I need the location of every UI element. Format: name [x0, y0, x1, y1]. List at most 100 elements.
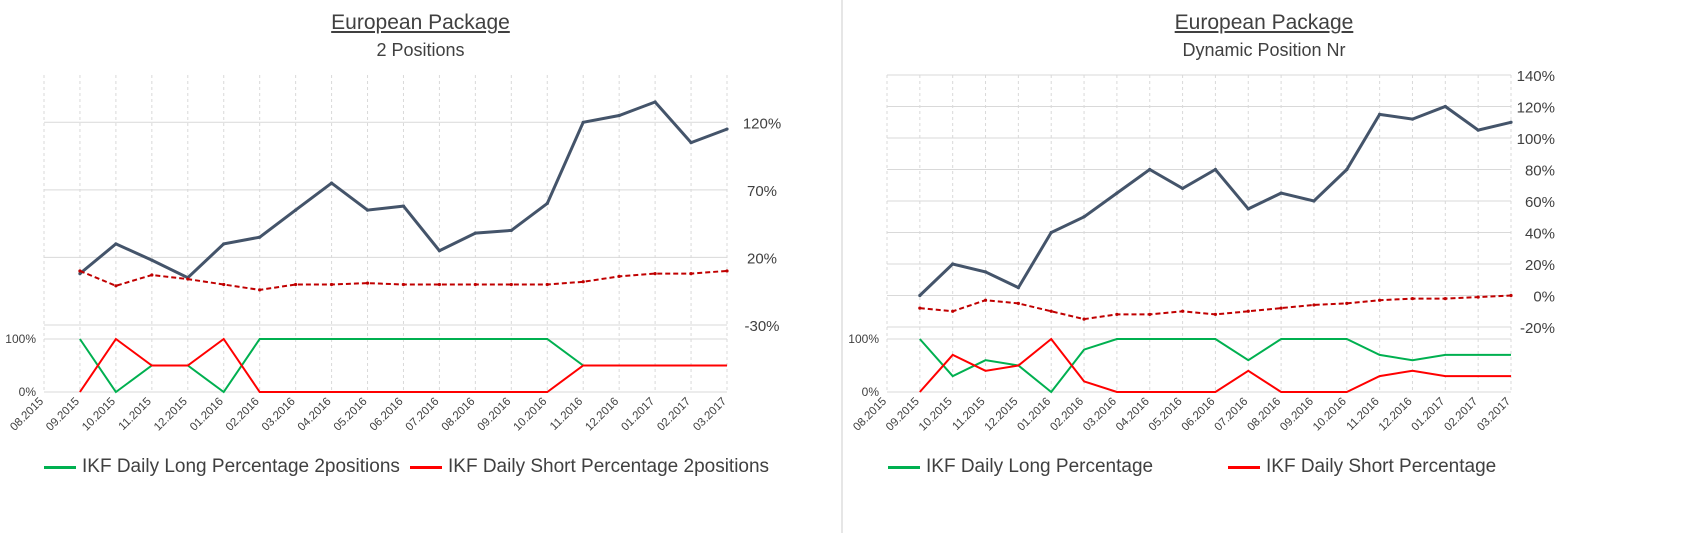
- data-point: [509, 282, 513, 287]
- series-line-benchmark: [919, 294, 1512, 321]
- x-tick-label: 10.2015: [917, 396, 955, 434]
- x-tick-label: 05.2016: [332, 396, 370, 434]
- data-point: [1279, 306, 1283, 310]
- x-tick-label: 08.2015: [8, 396, 46, 434]
- data-point: [258, 235, 262, 239]
- legend-swatch-long: [888, 465, 920, 469]
- legend-swatch-short: [1228, 465, 1260, 469]
- data-point: [1180, 186, 1185, 190]
- legend-label-long: IKF Daily Long Percentage: [926, 456, 1154, 477]
- data-point: [545, 201, 549, 205]
- data-point: [1410, 297, 1415, 301]
- data-point: [1345, 167, 1349, 172]
- x-tick-label: 06.2016: [368, 396, 406, 434]
- data-point: [150, 258, 154, 262]
- data-point: [329, 282, 334, 287]
- data-point: [983, 270, 988, 274]
- data-point: [1509, 293, 1513, 298]
- x-tick-label: 01.2016: [1015, 396, 1053, 434]
- chart-panel-right: European Package Dynamic Position Nr 140…: [843, 0, 1685, 533]
- data-point: [951, 262, 955, 266]
- x-tick-label: 05.2016: [1147, 396, 1185, 434]
- data-point: [1443, 297, 1447, 301]
- data-point: [294, 282, 298, 287]
- data-point: [918, 293, 922, 298]
- data-point: [1148, 312, 1152, 316]
- x-tick-label: 09.2016: [476, 396, 514, 434]
- x-tick-label: 09.2016: [1278, 396, 1316, 434]
- data-point: [1509, 120, 1513, 124]
- data-point: [78, 272, 82, 276]
- x-tick-label: 01.2016: [188, 396, 226, 434]
- data-point: [1016, 301, 1020, 305]
- bottom-y-tick-label: 100%: [5, 332, 36, 346]
- y-tick-label: 20%: [1525, 257, 1555, 274]
- data-point: [1345, 301, 1349, 305]
- data-point: [1049, 230, 1053, 235]
- data-point: [186, 277, 190, 281]
- y-tick-label: -20%: [1520, 320, 1555, 337]
- legend-item-long: IKF Daily Long Percentage 2positions: [44, 456, 400, 478]
- data-point: [1410, 117, 1415, 121]
- data-point: [1279, 191, 1283, 195]
- data-point: [725, 269, 729, 273]
- chart-title: European Package: [1174, 11, 1354, 34]
- legend-label-short: IKF Daily Short Percentage 2positions: [448, 456, 770, 477]
- data-point: [1049, 309, 1053, 313]
- x-tick-label: 06.2016: [1180, 396, 1218, 434]
- data-point: [581, 280, 585, 284]
- data-point: [653, 100, 657, 104]
- data-point: [1115, 191, 1119, 195]
- x-tick-label: 01.2017: [619, 396, 657, 434]
- data-point: [78, 269, 82, 273]
- bottom-y-tick-label: 0%: [19, 385, 37, 399]
- series-line-short-percentage: [79, 337, 727, 393]
- y-tick-label: 120%: [1517, 100, 1555, 117]
- series-line-long-percentage: [79, 338, 727, 394]
- data-point: [983, 298, 988, 302]
- x-tick-label: 02.2017: [655, 396, 693, 434]
- data-point: [1213, 167, 1218, 172]
- data-point: [365, 281, 370, 285]
- series-line-benchmark: [79, 269, 728, 291]
- x-tick-label: 07.2016: [1212, 396, 1250, 434]
- data-point: [473, 282, 477, 287]
- x-tick-label: 08.2015: [851, 396, 889, 434]
- chart-subtitle: Dynamic Position Nr: [1182, 40, 1346, 60]
- chart-subtitle: 2 Positions: [376, 40, 465, 60]
- data-point: [617, 113, 621, 118]
- data-point: [329, 181, 334, 185]
- data-point: [1312, 303, 1316, 307]
- data-point: [1312, 199, 1316, 203]
- data-point: [617, 274, 621, 278]
- data-point: [725, 127, 729, 131]
- data-point: [222, 282, 226, 287]
- bottom-y-tick-label: 0%: [862, 385, 880, 399]
- x-tick-label: 12.2015: [983, 396, 1021, 434]
- data-point: [222, 242, 226, 246]
- legend-item-short: IKF Daily Short Percentage 2positions: [410, 456, 769, 478]
- x-tick-label: 04.2016: [1114, 396, 1152, 434]
- data-point: [653, 272, 657, 276]
- data-point: [918, 306, 922, 310]
- series-line-long-percentage: [919, 338, 1511, 394]
- data-point: [581, 120, 585, 124]
- legend-item-long: IKF Daily Long Percentage: [888, 456, 1153, 478]
- x-tick-label: 11.2016: [1344, 396, 1381, 433]
- data-point: [1082, 215, 1086, 219]
- chart-svg: 140%120%100%80%60%40%20%0%-20%100%0%08.2…: [848, 68, 1555, 434]
- x-tick-label: 09.2015: [884, 396, 922, 434]
- x-tick-label: 10.2016: [511, 396, 549, 434]
- x-tick-label: 03.2017: [691, 396, 729, 434]
- data-point: [1476, 295, 1480, 299]
- series-line-short-percentage: [919, 337, 1511, 393]
- x-tick-label: 07.2016: [404, 396, 442, 434]
- data-point: [1378, 298, 1382, 302]
- data-point: [114, 242, 118, 246]
- data-point: [258, 288, 262, 292]
- y-tick-label: 20%: [747, 250, 777, 267]
- data-point: [1082, 317, 1086, 321]
- y-tick-label: 80%: [1525, 163, 1555, 180]
- data-point: [545, 282, 549, 287]
- data-point: [437, 282, 442, 287]
